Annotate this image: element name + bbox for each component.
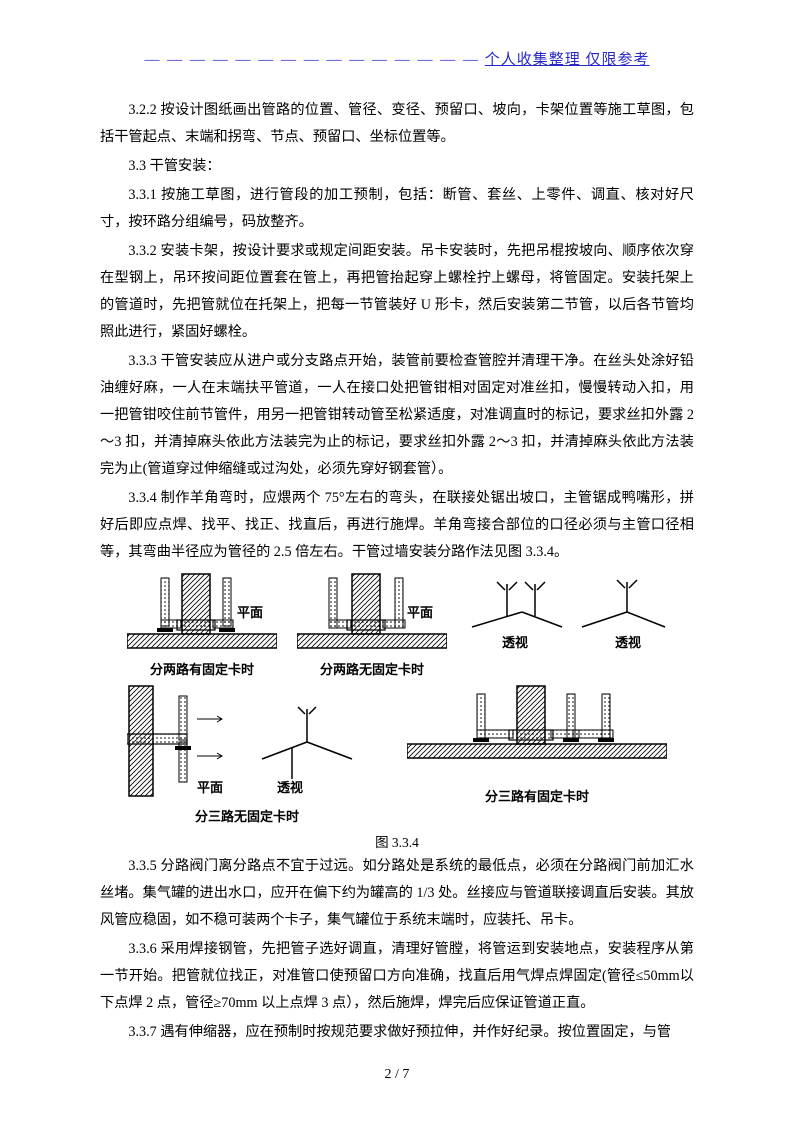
fig-two-way-nofixed: 平面 分两路无固定卡时 [297,572,447,678]
fig-caption-1: 分两路有固定卡时 [150,659,254,678]
para-3-3: 3.3 干管安装： [100,153,694,180]
figure-main-caption: 图 3.3.4 [127,831,667,851]
para-3-3-5: 3.3.5 分路阀门离分路点不宜于过远。如分路处是系统的最低点，必须在分路阀门前… [100,853,694,934]
svg-text:透视: 透视 [502,635,528,650]
para-3-2-2: 3.2.2 按设计图纸画出管路的位置、管径、变径、预留口、坡向，卡架位置等施工草… [100,97,694,151]
fig-caption-4: 分三路有固定卡时 [485,786,589,805]
diagram-two-way-fixed-icon: 平面 [127,572,277,657]
page-number: 2 / 7 [385,1067,410,1082]
fig-caption-3: 分三路无固定卡时 [195,806,299,825]
fig-three-way-fixed: 分三路有固定卡时 [407,684,667,825]
svg-text:平面: 平面 [197,780,223,795]
page-footer: 2 / 7 [0,1067,794,1083]
document-page: — — — — — — — — — — — — — — — 个人收集整理 仅限参… [0,0,794,1123]
body-text: 3.2.2 按设计图纸画出管路的位置、管径、变径、预留口、坡向，卡架位置等施工草… [100,97,694,566]
svg-text:透视: 透视 [277,780,303,795]
fig-caption-2: 分两路无固定卡时 [320,659,424,678]
svg-text:透视: 透视 [615,635,641,650]
page-header: — — — — — — — — — — — — — — — 个人收集整理 仅限参… [100,48,694,69]
fig-three-way-nofixed: 平面 透视 分三路无固定卡时 [127,684,367,825]
para-3-3-1: 3.3.1 按施工草图，进行管段的加工预制，包括：断管、套丝、上零件、调直、核对… [100,182,694,236]
header-text: 个人收集整理 仅限参考 [485,52,650,68]
diagram-perspective-top-icon: 透视 透视 [467,572,667,657]
header-dashes: — — — — — — — — — — — — — — — [144,52,480,68]
para-3-3-7: 3.3.7 遇有伸缩器，应在预制时按规范要求做好预拉伸，并作好纪录。按位置固定，… [100,1019,694,1046]
fig-two-way-fixed: 平面 分两路有固定卡时 [127,572,277,678]
diagram-two-way-nofixed-icon: 平面 [297,572,447,657]
para-3-3-2: 3.3.2 安装卡架，按设计要求或规定间距安装。吊卡安装时，先把吊棍按坡向、顺序… [100,238,694,346]
para-3-3-4: 3.3.4 制作羊角弯时，应煨两个 75°左右的弯头，在联接处锯出坡口，主管锯成… [100,485,694,566]
para-3-3-3: 3.3.3 干管安装应从进户或分支路点开始，装管前要检查管腔并清理干净。在丝头处… [100,348,694,483]
diagram-three-way-fixed-icon [407,684,667,784]
fig-perspective-top: 透视 透视 [467,572,667,678]
figure-3-3-4: 平面 分两路有固定卡时 平面 分两路无固定卡时 [127,572,667,851]
svg-text:平面: 平面 [407,605,433,620]
body-text-after-fig: 3.3.5 分路阀门离分路点不宜于过远。如分路处是系统的最低点，必须在分路阀门前… [100,853,694,1046]
para-3-3-6: 3.3.6 采用焊接钢管，先把管子选好调直，清理好管膛，将管运到安装地点，安装程… [100,936,694,1017]
svg-text:平面: 平面 [237,605,263,620]
diagram-three-way-nofixed-icon: 平面 透视 [127,684,367,804]
